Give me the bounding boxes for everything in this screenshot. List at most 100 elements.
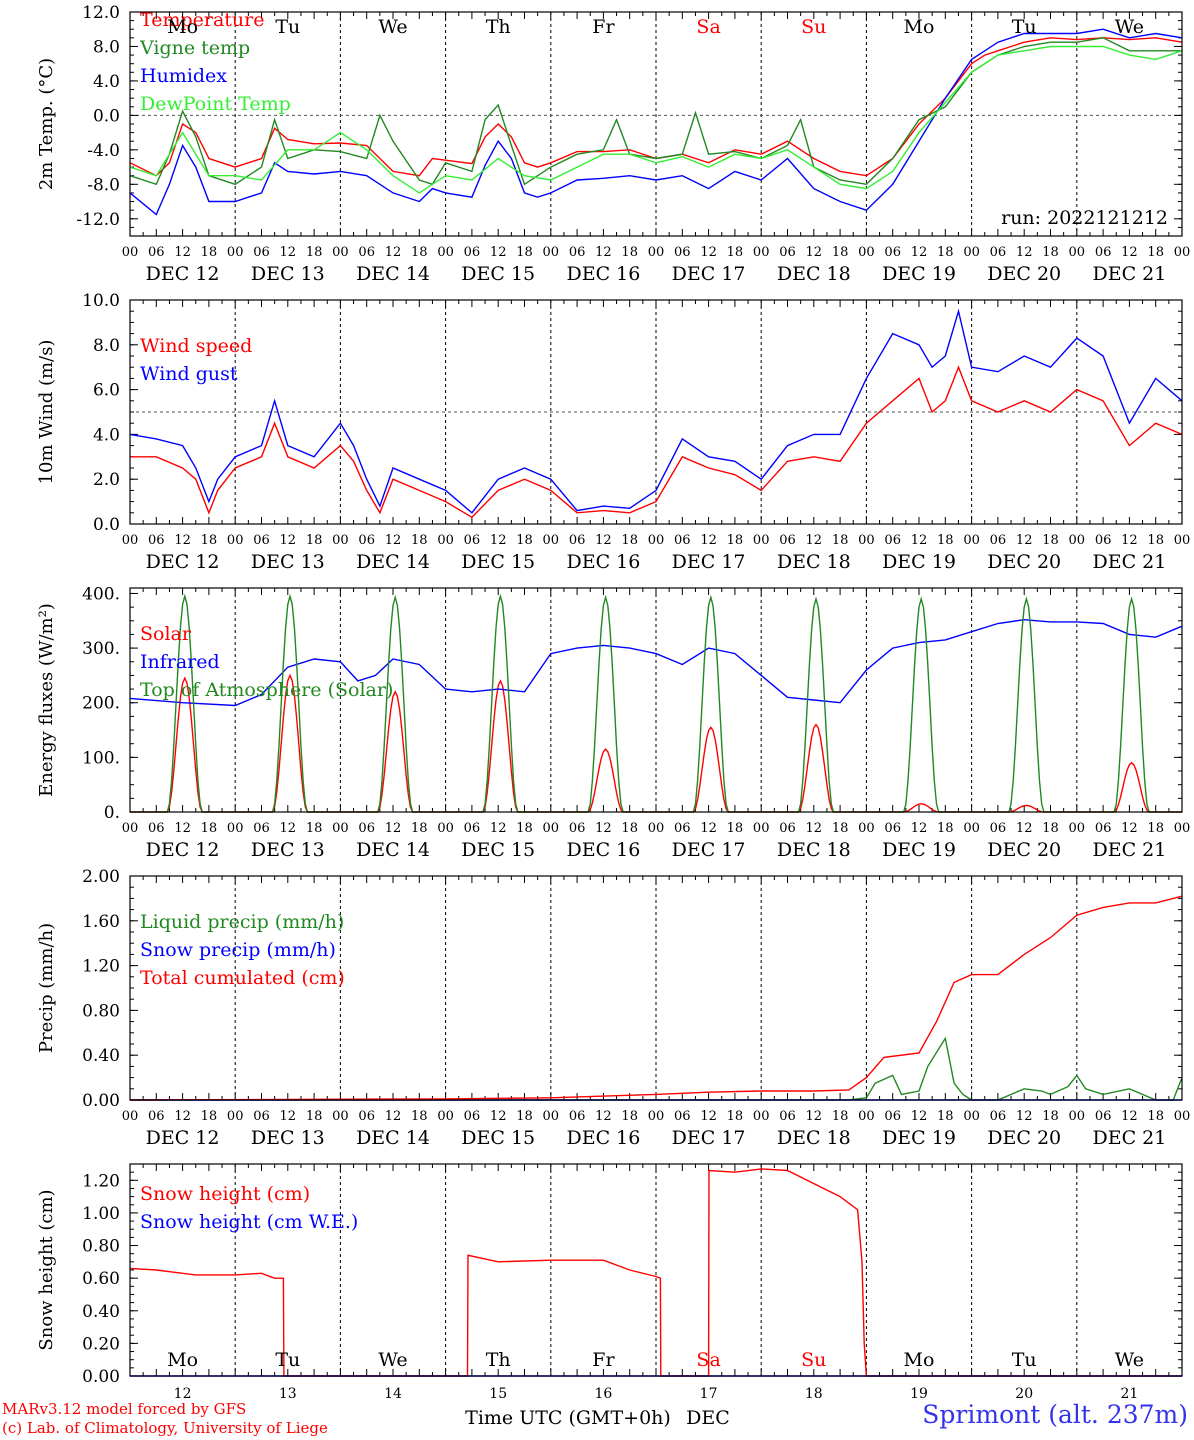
hour-tick-label: 18	[411, 821, 428, 836]
y-tick-label: 1.00	[82, 1204, 120, 1224]
weekday-label: Su	[801, 1349, 826, 1371]
day-number-label: 13	[279, 1386, 297, 1402]
hour-tick-label: 18	[621, 1109, 638, 1124]
hour-tick-label: 12	[595, 245, 612, 260]
weekday-label: We	[1115, 16, 1144, 38]
hour-tick-label: 06	[1095, 821, 1112, 836]
hour-tick-label: 12	[700, 245, 717, 260]
hour-tick-label: 12	[700, 533, 717, 548]
hour-tick-label: 12	[1121, 533, 1138, 548]
weekday-label: Mo	[904, 1349, 935, 1371]
y-tick-label: 0.40	[82, 1046, 120, 1066]
hour-tick-label: 18	[516, 533, 533, 548]
day-label: DEC 17	[672, 551, 746, 573]
hour-tick-label: 18	[306, 245, 323, 260]
day-label: DEC 13	[251, 839, 325, 861]
hour-tick-label: 06	[148, 533, 165, 548]
weekday-label: We	[1115, 1349, 1144, 1371]
hour-tick-label: 18	[1147, 245, 1164, 260]
hour-tick-label: 06	[1095, 533, 1112, 548]
hour-tick-label: 00	[122, 821, 139, 836]
hour-tick-label: 06	[148, 821, 165, 836]
day-label: DEC 16	[566, 839, 640, 861]
hour-tick-label: 12	[280, 533, 297, 548]
y-tick-label: -12.0	[76, 210, 120, 230]
hour-tick-label: 06	[569, 1109, 586, 1124]
hour-tick-label: 18	[727, 821, 744, 836]
y-tick-label: 8.0	[93, 336, 120, 356]
hour-tick-label: 00	[1174, 245, 1191, 260]
hour-tick-label: 12	[806, 533, 823, 548]
hour-tick-label: 00	[437, 1109, 454, 1124]
hour-tick-label: 00	[858, 1109, 875, 1124]
hour-tick-label: 12	[174, 533, 191, 548]
hour-tick-label: 12	[1016, 245, 1033, 260]
hour-tick-label: 00	[543, 1109, 560, 1124]
day-label: DEC 18	[777, 839, 851, 861]
hour-tick-label: 12	[490, 533, 507, 548]
hour-tick-label: 06	[990, 821, 1007, 836]
hour-tick-label: 12	[490, 821, 507, 836]
day-number-label: 14	[384, 1386, 402, 1402]
hour-tick-label: 00	[648, 821, 665, 836]
hour-tick-label: 06	[358, 821, 375, 836]
hour-tick-label: 06	[779, 245, 796, 260]
series-line-wind-speed	[130, 365, 1183, 519]
legend-entry: Total cumulated (cm)	[140, 967, 345, 989]
hour-tick-label: 18	[727, 533, 744, 548]
y-tick-label: 400.	[82, 584, 120, 604]
day-label: DEC 20	[987, 1127, 1061, 1149]
day-label: DEC 16	[566, 263, 640, 285]
station-label: Sprimont (alt. 237m)	[922, 1400, 1188, 1429]
hour-tick-label: 18	[727, 1109, 744, 1124]
hour-tick-label: 12	[700, 821, 717, 836]
weekday-label: Th	[486, 1349, 511, 1371]
hour-tick-label: 12	[280, 1109, 297, 1124]
y-tick-label: 0.80	[82, 1237, 120, 1257]
hour-tick-label: 12	[806, 821, 823, 836]
hour-tick-label: 12	[911, 821, 928, 836]
weekday-label: Tu	[1012, 16, 1037, 38]
y-tick-label: 0.	[104, 803, 120, 823]
hour-tick-label: 18	[411, 245, 428, 260]
hour-tick-label: 00	[963, 821, 980, 836]
series-line-temperature	[129, 37, 1183, 177]
series-line-dewpoint-temp	[129, 45, 1183, 194]
y-tick-label: 12.0	[82, 3, 120, 23]
day-label: DEC 15	[461, 1127, 535, 1149]
hour-tick-label: 00	[227, 245, 244, 260]
hour-tick-label: 12	[385, 245, 402, 260]
panel-4	[129, 875, 1183, 1101]
hour-tick-label: 12	[174, 1109, 191, 1124]
plot-frame	[129, 875, 1183, 1101]
hour-tick-label: 18	[832, 821, 849, 836]
day-number-label: 15	[489, 1386, 507, 1402]
hour-tick-label: 00	[332, 245, 349, 260]
hour-tick-label: 00	[1069, 533, 1086, 548]
hour-tick-label: 06	[674, 245, 691, 260]
hour-tick-label: 00	[753, 533, 770, 548]
hour-tick-label: 06	[779, 821, 796, 836]
y-tick-label: 1.60	[82, 912, 120, 932]
run-annotation: run: 2022121212	[1001, 207, 1168, 229]
x-axis-month: DEC	[686, 1407, 730, 1429]
hour-tick-label: 00	[648, 245, 665, 260]
day-label: DEC 14	[356, 1127, 430, 1149]
legend-entry: Solar	[140, 623, 192, 645]
y-tick-label: 1.20	[82, 1171, 120, 1191]
hour-tick-label: 18	[306, 821, 323, 836]
weekday-label: Fr	[592, 16, 615, 38]
hour-tick-label: 00	[227, 821, 244, 836]
legend-entry: Snow precip (mm/h)	[140, 939, 336, 961]
day-label: DEC 18	[777, 1127, 851, 1149]
hour-tick-label: 00	[122, 1109, 139, 1124]
y-tick-label: 4.0	[93, 425, 120, 445]
panel-1	[129, 11, 1183, 237]
hour-tick-label: 18	[832, 1109, 849, 1124]
day-label: DEC 17	[672, 1127, 746, 1149]
hour-tick-label: 06	[569, 821, 586, 836]
panel-5	[129, 1163, 1183, 1377]
day-label: DEC 14	[356, 263, 430, 285]
series-line-infrared	[129, 618, 1183, 707]
hour-tick-label: 06	[990, 533, 1007, 548]
